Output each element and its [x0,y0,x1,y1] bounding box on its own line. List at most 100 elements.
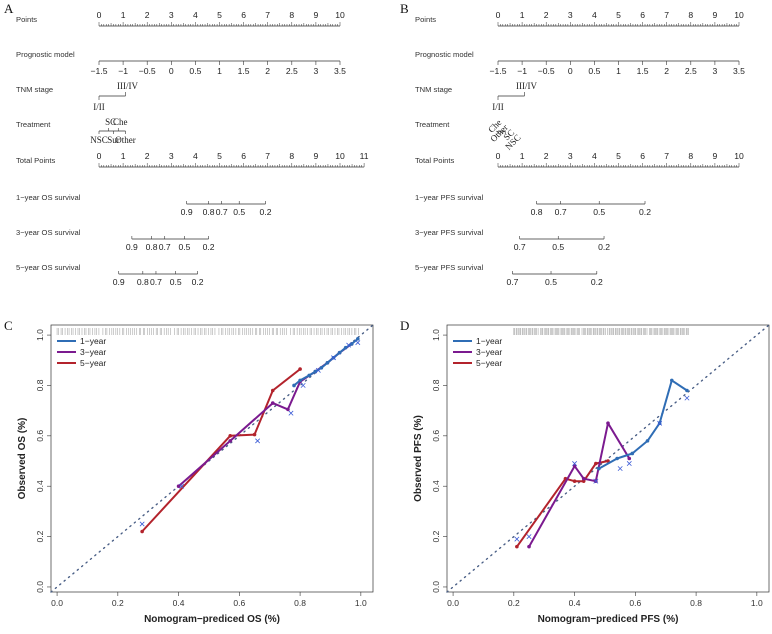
data-point [627,456,632,461]
tick-label: 7 [664,151,669,161]
tick-label: 0.2 [260,207,272,217]
panel-label-d: D [400,318,409,333]
data-point [176,484,181,489]
ideal-diagonal [446,324,770,593]
legend-label: 3−year [80,347,106,357]
tick-label: 0.5 [552,242,564,252]
tick-label: 8 [688,151,693,161]
data-point [615,456,619,461]
tick-label: 6 [640,151,645,161]
panel-label-b: B [400,1,409,16]
data-point [307,373,312,378]
data-point [630,451,635,456]
category-label: Che [113,117,128,127]
tick-label: 3 [568,10,573,20]
tick-label: 0 [169,66,174,76]
tick-label: 0.2 [203,242,215,252]
x-tick-label: 0.2 [508,598,520,608]
data-point [286,407,290,412]
tick-label: 4 [193,151,198,161]
y-tick-label: 0.6 [431,430,441,442]
tick-label: 8 [289,10,294,20]
tick-label: 0.8 [203,207,215,217]
tick-label: 0 [496,151,501,161]
x-tick-label: 1.0 [355,598,367,608]
category-label: Sur [107,135,120,145]
x-marker [355,340,361,346]
tick-label: 10 [335,151,345,161]
x-marker [300,382,306,388]
panel-label-c: C [4,318,13,333]
row-label: TNM stage [415,85,452,94]
tick-label: 0.2 [598,242,610,252]
x-tick-label: 0.6 [233,598,245,608]
row-label: Prognostic model [16,50,75,59]
panel-label-a: A [4,1,14,16]
tick-label: 0.7 [216,207,228,217]
tick-label: 0.5 [233,207,245,217]
data-point [252,432,257,437]
tick-label: 2 [145,10,150,20]
data-point [515,544,519,549]
tick-label: 3.5 [334,66,346,76]
tick-label: 4 [592,151,597,161]
category-label: I/II [93,102,105,112]
tick-label: 9 [713,151,718,161]
x-tick-label: 0.4 [173,598,185,608]
data-point [140,529,144,534]
x-marker [526,534,532,540]
tick-label: 0.5 [545,277,557,287]
plot-frame [50,324,374,593]
x-tick-label: 0.4 [569,598,581,608]
series-line-3 [516,460,609,548]
tick-label: 2.5 [685,66,697,76]
x-marker [139,521,145,527]
y-tick-label: 0.2 [35,530,45,542]
x-marker [331,355,336,361]
plot-frame [446,324,770,593]
data-point [356,337,360,341]
tick-label: 3 [169,151,174,161]
tick-label: 0 [97,10,102,20]
y-tick-label: 0.0 [431,581,441,593]
row-label: TNM stage [16,85,53,94]
y-tick-label: 0.8 [35,379,45,391]
tick-label: 0.8 [137,277,149,287]
tick-label: 3.5 [733,66,745,76]
tick-label: 2.5 [286,66,298,76]
x-marker [255,438,261,444]
y-tick-label: 0.4 [431,480,441,492]
x-tick-label: 1.0 [751,598,763,608]
x-tick-label: 0.0 [447,598,459,608]
data-point [606,421,610,426]
tick-label: −1.5 [91,66,108,76]
tick-label: 1.5 [238,66,250,76]
data-point [594,461,598,466]
tick-label: −0.5 [538,66,555,76]
series-line-1 [598,379,688,470]
tick-label: 5 [616,10,621,20]
x-marker [288,410,294,416]
tick-label: 2 [265,66,270,76]
y-tick-label: 0.0 [35,581,45,593]
x-marker [626,461,632,467]
tick-label: 4 [193,10,198,20]
tick-label: 9 [713,10,718,20]
tick-label: 3 [713,66,718,76]
tick-label: 6 [640,10,645,20]
tick-label: 0.8 [146,242,158,252]
data-point [325,360,330,365]
x-marker [684,395,690,401]
y-tick-label: 1.0 [431,329,441,341]
category-label: SC [105,117,116,127]
tick-label: 8 [289,151,294,161]
row-label: Treatment [415,120,450,129]
tick-label: 7 [265,10,270,20]
x-marker [572,461,578,467]
legend-label: 1−year [476,336,502,346]
tick-label: 0.8 [531,207,543,217]
tick-label: 2 [544,10,549,20]
tick-label: 2 [145,151,150,161]
tick-label: 0.2 [639,207,651,217]
